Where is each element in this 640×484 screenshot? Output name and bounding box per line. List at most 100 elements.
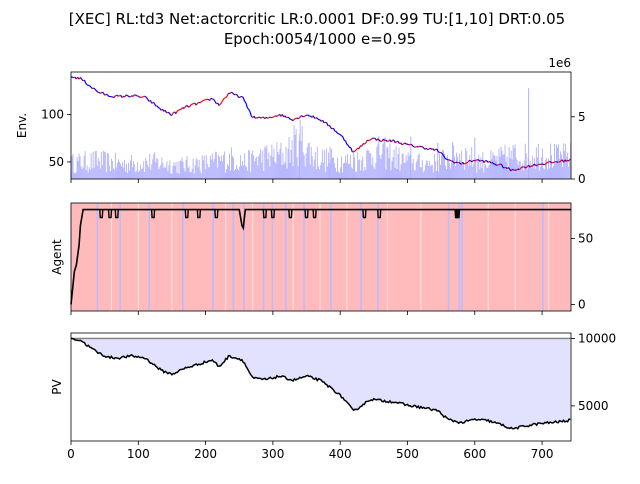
price-segment — [169, 113, 170, 115]
price-segment — [181, 108, 182, 109]
price-segment — [354, 151, 355, 152]
price-segment — [379, 140, 380, 141]
price-segment — [243, 98, 244, 102]
price-segment — [445, 158, 446, 159]
agent-alt-band — [377, 203, 379, 311]
agent-alt-band — [542, 203, 544, 311]
agent-alt-band — [285, 203, 287, 311]
price-segment — [72, 77, 73, 78]
price-segment — [125, 95, 126, 97]
right-tick-label: 10000 — [578, 331, 616, 345]
price-segment — [90, 86, 91, 87]
price-segment — [383, 139, 384, 140]
price-segment — [371, 138, 372, 139]
agent-alt-band — [212, 203, 214, 311]
price-segment — [107, 95, 108, 97]
price-segment — [172, 113, 173, 116]
price-segment — [386, 140, 387, 141]
price-segment — [138, 96, 139, 97]
price-segment — [413, 146, 414, 147]
price-segment — [246, 103, 247, 108]
price-segment — [191, 104, 192, 105]
price-segment — [187, 105, 188, 106]
price-segment — [343, 137, 344, 140]
price-segment — [165, 110, 166, 113]
price-segment — [105, 94, 106, 95]
agent-alt-band — [459, 203, 461, 311]
right-tick-label: 50 — [578, 232, 593, 246]
price-segment — [157, 106, 158, 108]
agent-alt-band — [119, 203, 121, 311]
price-segment — [438, 152, 439, 153]
x-tick-label: 0 — [67, 447, 75, 461]
price-segment — [492, 162, 493, 163]
x-tick-label: 500 — [396, 447, 419, 461]
price-segment — [521, 167, 522, 169]
price-segment — [289, 118, 290, 120]
agent-alt-band — [303, 203, 305, 311]
price-segment — [422, 147, 423, 148]
price-segment — [475, 160, 476, 161]
price-segment — [142, 97, 143, 98]
price-segment — [398, 141, 399, 143]
x-tick-label: 300 — [261, 447, 284, 461]
price-segment — [242, 97, 243, 98]
price-segment — [362, 144, 363, 147]
price-segment — [336, 131, 337, 133]
x-tick-label: 700 — [531, 447, 554, 461]
price-segment — [304, 116, 305, 117]
price-segment — [480, 160, 481, 161]
price-segment — [247, 108, 248, 109]
price-segment — [196, 103, 197, 105]
price-segment — [317, 118, 318, 120]
price-segment — [477, 160, 478, 161]
price-segment — [250, 112, 251, 116]
price-segment — [452, 161, 453, 162]
price-segment — [230, 92, 231, 93]
agent-background — [71, 203, 571, 311]
price-segment — [86, 83, 87, 84]
price-segment — [95, 89, 96, 90]
price-segment — [391, 140, 392, 142]
agent-alt-band — [97, 203, 99, 311]
price-segment — [342, 136, 343, 137]
y-axis-label: PV — [50, 378, 64, 394]
right-tick-label: 5 — [578, 110, 586, 124]
x-tick-label: 200 — [194, 447, 217, 461]
price-segment — [214, 99, 215, 101]
price-segment — [146, 97, 147, 99]
price-segment — [428, 149, 429, 150]
price-segment — [569, 159, 570, 161]
price-segment — [277, 115, 278, 116]
price-segment — [472, 160, 473, 162]
price-segment — [223, 98, 224, 100]
price-segment — [84, 80, 85, 83]
right-tick-label: 0 — [578, 297, 586, 311]
price-segment — [351, 148, 352, 152]
price-segment — [444, 156, 445, 159]
price-segment — [333, 128, 334, 131]
figure-title-line1: [XEC] RL:td3 Net:actorcritic LR:0.0001 D… — [69, 10, 565, 28]
price-segment — [300, 116, 301, 118]
price-segment — [270, 117, 271, 118]
price-segment — [101, 92, 102, 93]
price-segment — [512, 169, 513, 170]
price-segment — [359, 146, 360, 149]
price-segment — [154, 103, 155, 106]
price-segment — [315, 118, 316, 119]
price-segment — [210, 98, 211, 100]
price-segment — [239, 97, 240, 98]
agent-alt-band — [448, 203, 450, 311]
price-segment — [340, 135, 341, 136]
price-segment — [508, 167, 509, 169]
price-segment — [222, 100, 223, 102]
price-segment — [402, 144, 403, 145]
price-segment — [424, 148, 425, 149]
price-segment — [449, 160, 450, 161]
price-segment — [430, 148, 431, 149]
price-segment — [153, 102, 154, 103]
price-segment — [80, 77, 81, 79]
